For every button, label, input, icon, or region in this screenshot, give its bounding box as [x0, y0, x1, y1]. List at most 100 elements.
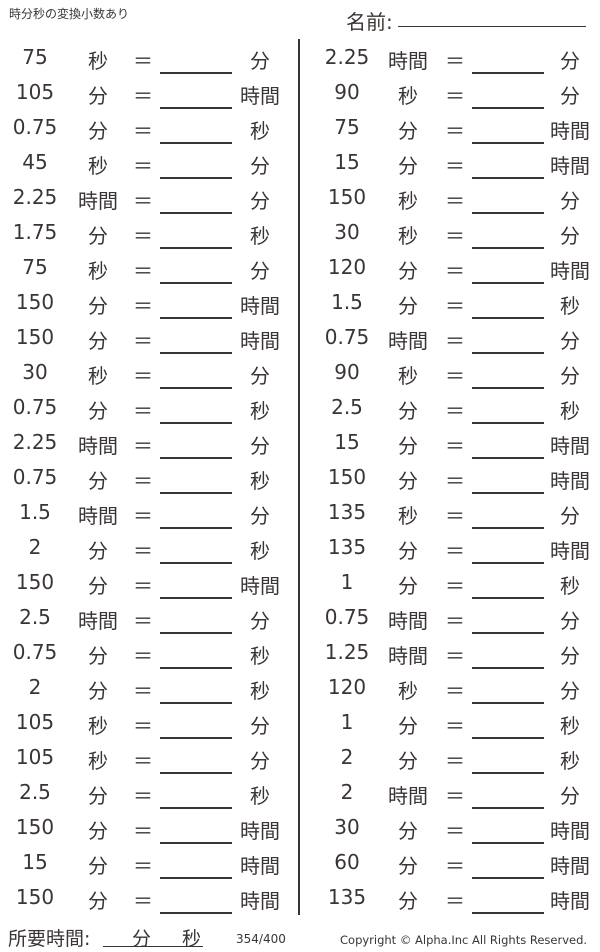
answer-blank[interactable] — [472, 772, 544, 774]
given-value: 2.25 — [324, 45, 370, 69]
answer-blank[interactable] — [472, 562, 544, 564]
given-unit: 分 — [88, 399, 108, 423]
answer-blank[interactable] — [160, 492, 232, 494]
answer-blank[interactable] — [472, 72, 544, 74]
given-unit: 分 — [398, 574, 418, 598]
given-value: 90 — [334, 360, 360, 384]
problem-row: 1.25 時間 ＝ 分 — [312, 635, 600, 670]
problem-row: 150 分 ＝ 時間 — [0, 320, 290, 355]
answer-blank[interactable] — [160, 387, 232, 389]
answer-blank[interactable] — [160, 177, 232, 179]
answer-blank[interactable] — [160, 912, 232, 914]
answer-blank[interactable] — [160, 772, 232, 774]
answer-blank[interactable] — [160, 72, 232, 74]
answer-blank[interactable] — [472, 807, 544, 809]
problem-row: 135 秒 ＝ 分 — [312, 495, 600, 530]
given-unit: 分 — [88, 889, 108, 913]
problem-row: 1 分 ＝ 秒 — [312, 705, 600, 740]
answer-blank[interactable] — [472, 107, 544, 109]
name-field[interactable] — [398, 26, 586, 27]
answer-blank[interactable] — [472, 842, 544, 844]
problem-row: 1.75 分 ＝ 秒 — [0, 215, 290, 250]
equals-sign: ＝ — [445, 819, 465, 843]
answer-blank[interactable] — [160, 107, 232, 109]
equals-sign: ＝ — [133, 434, 153, 458]
given-value: 75 — [22, 45, 48, 69]
answer-blank[interactable] — [472, 912, 544, 914]
answer-blank[interactable] — [160, 457, 232, 459]
given-unit: 分 — [398, 749, 418, 773]
answer-blank[interactable] — [472, 352, 544, 354]
answer-blank[interactable] — [160, 877, 232, 879]
answer-blank[interactable] — [472, 387, 544, 389]
target-unit: 分 — [250, 189, 270, 213]
given-unit: 分 — [88, 644, 108, 668]
given-value: 30 — [334, 815, 360, 839]
answer-blank[interactable] — [160, 702, 232, 704]
answer-blank[interactable] — [160, 317, 232, 319]
equals-sign: ＝ — [133, 854, 153, 878]
answer-blank[interactable] — [160, 632, 232, 634]
target-unit: 分 — [560, 189, 580, 213]
answer-blank[interactable] — [160, 142, 232, 144]
answer-blank[interactable] — [160, 667, 232, 669]
time-taken-field[interactable] — [103, 946, 203, 947]
equals-sign: ＝ — [445, 749, 465, 773]
given-unit: 時間 — [78, 504, 118, 528]
target-unit: 分 — [250, 434, 270, 458]
given-unit: 分 — [88, 784, 108, 808]
problem-row: 120 分 ＝ 時間 — [312, 250, 600, 285]
answer-blank[interactable] — [472, 737, 544, 739]
problem-row: 150 分 ＝ 時間 — [312, 460, 600, 495]
given-value: 2.25 — [12, 185, 58, 209]
answer-blank[interactable] — [472, 877, 544, 879]
equals-sign: ＝ — [133, 819, 153, 843]
target-unit: 秒 — [560, 294, 580, 318]
problem-row: 90 秒 ＝ 分 — [312, 355, 600, 390]
given-unit: 秒 — [88, 364, 108, 388]
answer-blank[interactable] — [472, 597, 544, 599]
answer-blank[interactable] — [472, 632, 544, 634]
answer-blank[interactable] — [160, 562, 232, 564]
answer-blank[interactable] — [472, 177, 544, 179]
given-unit: 秒 — [398, 679, 418, 703]
answer-blank[interactable] — [160, 422, 232, 424]
given-value: 105 — [15, 745, 55, 769]
answer-blank[interactable] — [160, 282, 232, 284]
given-value: 2.5 — [19, 605, 51, 629]
target-unit: 時間 — [240, 294, 280, 318]
answer-blank[interactable] — [472, 422, 544, 424]
problem-row: 150 分 ＝ 時間 — [0, 565, 290, 600]
answer-blank[interactable] — [472, 317, 544, 319]
answer-blank[interactable] — [472, 492, 544, 494]
answer-blank[interactable] — [160, 527, 232, 529]
given-value: 150 — [15, 815, 55, 839]
answer-blank[interactable] — [472, 702, 544, 704]
answer-blank[interactable] — [160, 212, 232, 214]
answer-blank[interactable] — [472, 247, 544, 249]
target-unit: 秒 — [250, 679, 270, 703]
answer-blank[interactable] — [160, 842, 232, 844]
answer-blank[interactable] — [472, 282, 544, 284]
given-value: 150 — [327, 465, 367, 489]
answer-blank[interactable] — [472, 212, 544, 214]
given-value: 2.5 — [19, 780, 51, 804]
answer-blank[interactable] — [160, 597, 232, 599]
answer-blank[interactable] — [160, 247, 232, 249]
time-taken-label: 所要時間: — [8, 928, 91, 950]
problem-row: 0.75 分 ＝ 秒 — [0, 110, 290, 145]
given-value: 150 — [327, 185, 367, 209]
answer-blank[interactable] — [472, 527, 544, 529]
answer-blank[interactable] — [472, 667, 544, 669]
given-value: 1.5 — [331, 290, 363, 314]
answer-blank[interactable] — [472, 142, 544, 144]
answer-blank[interactable] — [160, 737, 232, 739]
target-unit: 時間 — [240, 819, 280, 843]
given-unit: 分 — [398, 819, 418, 843]
equals-sign: ＝ — [133, 49, 153, 73]
target-unit: 秒 — [250, 224, 270, 248]
answer-blank[interactable] — [160, 352, 232, 354]
answer-blank[interactable] — [160, 807, 232, 809]
equals-sign: ＝ — [133, 259, 153, 283]
answer-blank[interactable] — [472, 457, 544, 459]
